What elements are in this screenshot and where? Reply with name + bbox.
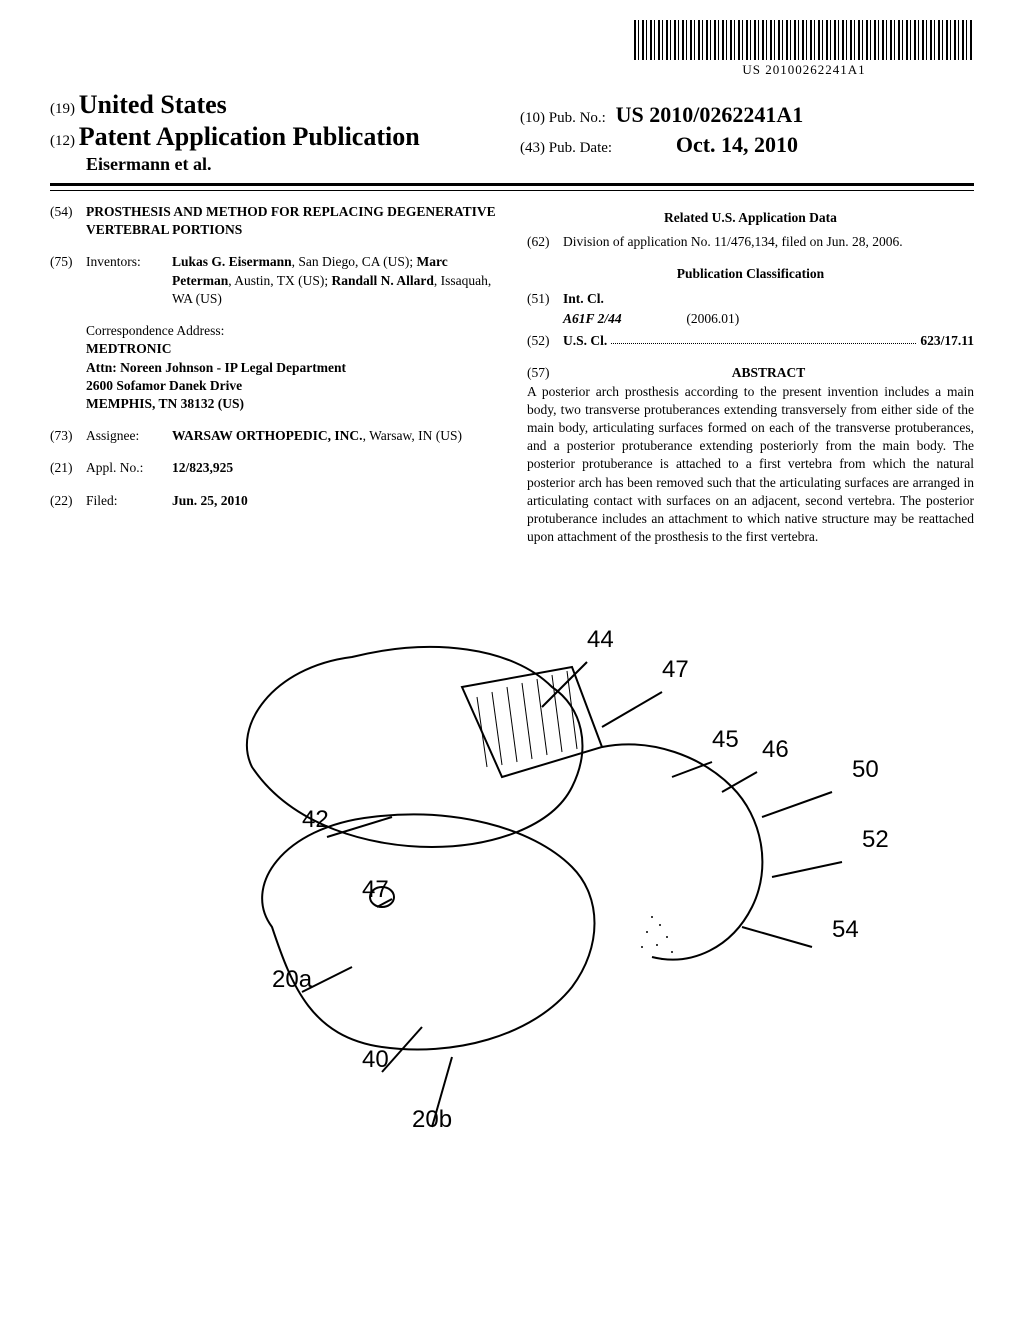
appl-row: (21) Appl. No.: 12/823,925 — [50, 459, 497, 477]
barcode-block: US 20100262241A1 — [634, 20, 974, 78]
corr-line-1: Attn: Noreen Johnson - IP Legal Departme… — [86, 359, 497, 377]
filed-label: Filed: — [86, 492, 172, 510]
svg-text:40: 40 — [362, 1046, 389, 1073]
code-54: (54) — [50, 203, 86, 239]
code-21: (21) — [50, 459, 86, 477]
code-43: (43) — [520, 140, 545, 156]
title-row: (54) PROSTHESIS AND METHOD FOR REPLACING… — [50, 203, 497, 239]
intcl-label: Int. Cl. — [563, 291, 604, 306]
related-text: Division of application No. 11/476,134, … — [563, 233, 974, 251]
code-22: (22) — [50, 492, 86, 510]
svg-text:54: 54 — [832, 916, 859, 943]
pub-date-line: (43) Pub. Date: Oct. 14, 2010 — [520, 132, 803, 158]
barcode-text: US 20100262241A1 — [634, 62, 974, 78]
corr-line-3: MEMPHIS, TN 38132 (US) — [86, 395, 497, 413]
country: United States — [79, 90, 227, 119]
svg-text:20a: 20a — [272, 966, 313, 993]
related-row: (62) Division of application No. 11/476,… — [527, 233, 974, 251]
svg-text:46: 46 — [762, 736, 789, 763]
code-12: (12) — [50, 133, 75, 149]
abstract-heading-row: (57) ABSTRACT — [527, 364, 974, 382]
figure-area: 44 47 45 46 50 52 54 42 47 20a 40 20b — [50, 567, 974, 1152]
pubclass-heading: Publication Classification — [527, 265, 974, 283]
pub-no: US 2010/0262241A1 — [616, 102, 804, 127]
code-57: (57) — [527, 364, 563, 382]
biblio-columns: (54) PROSTHESIS AND METHOD FOR REPLACING… — [50, 203, 974, 547]
correspondence-block: Correspondence Address: MEDTRONIC Attn: … — [86, 322, 497, 413]
code-52: (52) — [527, 332, 563, 350]
uscl-value: 623/17.11 — [920, 332, 974, 350]
divider-thick — [50, 183, 974, 186]
intcl-date: (2006.01) — [686, 311, 739, 326]
uscl-row: (52) U.S. Cl. 623/17.11 — [527, 332, 974, 350]
code-73: (73) — [50, 427, 86, 445]
barcode-graphic — [634, 20, 974, 60]
inventors-row: (75) Inventors: Lukas G. Eisermann, San … — [50, 253, 497, 308]
abstract-text: A posterior arch prosthesis according to… — [527, 383, 974, 547]
left-column: (54) PROSTHESIS AND METHOD FOR REPLACING… — [50, 203, 497, 547]
inventors-value: Lukas G. Eisermann, San Diego, CA (US); … — [172, 253, 497, 308]
appl-label: Appl. No.: — [86, 459, 172, 477]
filed-date: Jun. 25, 2010 — [172, 492, 497, 510]
code-75: (75) — [50, 253, 86, 308]
pub-type: Patent Application Publication — [79, 122, 420, 151]
uscl-label: U.S. Cl. — [563, 332, 607, 350]
divider-thin — [50, 190, 974, 191]
header-right: (10) Pub. No.: US 2010/0262241A1 (43) Pu… — [520, 102, 803, 158]
svg-text:52: 52 — [862, 826, 889, 853]
assignee-label: Assignee: — [86, 427, 172, 445]
intcl-row: (51) Int. Cl. — [527, 290, 974, 308]
code-62: (62) — [527, 233, 563, 251]
intcl-code: A61F 2/44 — [563, 310, 683, 328]
country-line: (19) United States — [50, 90, 974, 120]
appl-no: 12/823,925 — [172, 459, 497, 477]
svg-text:20b: 20b — [412, 1106, 452, 1133]
intcl-value-row: A61F 2/44 (2006.01) — [563, 310, 974, 328]
abstract-label: ABSTRACT — [563, 364, 974, 382]
header: (19) United States (12) Patent Applicati… — [50, 90, 974, 175]
code-51: (51) — [527, 290, 563, 308]
svg-text:42: 42 — [302, 806, 329, 833]
pub-date: Oct. 14, 2010 — [676, 132, 798, 157]
uscl-dots — [611, 332, 916, 344]
pub-no-line: (10) Pub. No.: US 2010/0262241A1 — [520, 102, 803, 128]
pub-no-label: Pub. No.: — [549, 110, 606, 126]
corr-line-0: MEDTRONIC — [86, 340, 497, 358]
assignee-row: (73) Assignee: WARSAW ORTHOPEDIC, INC., … — [50, 427, 497, 445]
pub-date-label: Pub. Date: — [549, 140, 612, 156]
patent-figure: 44 47 45 46 50 52 54 42 47 20a 40 20b — [132, 567, 892, 1147]
pub-type-line: (12) Patent Application Publication — [50, 122, 974, 152]
svg-text:44: 44 — [587, 626, 614, 653]
svg-text:45: 45 — [712, 726, 739, 753]
authors: Eisermann et al. — [50, 154, 974, 175]
assignee-value: WARSAW ORTHOPEDIC, INC., Warsaw, IN (US) — [172, 427, 497, 445]
right-column: Related U.S. Application Data (62) Divis… — [527, 203, 974, 547]
svg-text:47: 47 — [662, 656, 689, 683]
corr-line-2: 2600 Sofamor Danek Drive — [86, 377, 497, 395]
inventors-label: Inventors: — [86, 253, 172, 308]
code-19: (19) — [50, 101, 75, 117]
related-heading: Related U.S. Application Data — [527, 209, 974, 227]
svg-text:47: 47 — [362, 876, 389, 903]
title: PROSTHESIS AND METHOD FOR REPLACING DEGE… — [86, 203, 497, 239]
code-10: (10) — [520, 110, 545, 126]
filed-row: (22) Filed: Jun. 25, 2010 — [50, 492, 497, 510]
svg-text:50: 50 — [852, 756, 879, 783]
correspondence-label: Correspondence Address: — [86, 322, 497, 340]
